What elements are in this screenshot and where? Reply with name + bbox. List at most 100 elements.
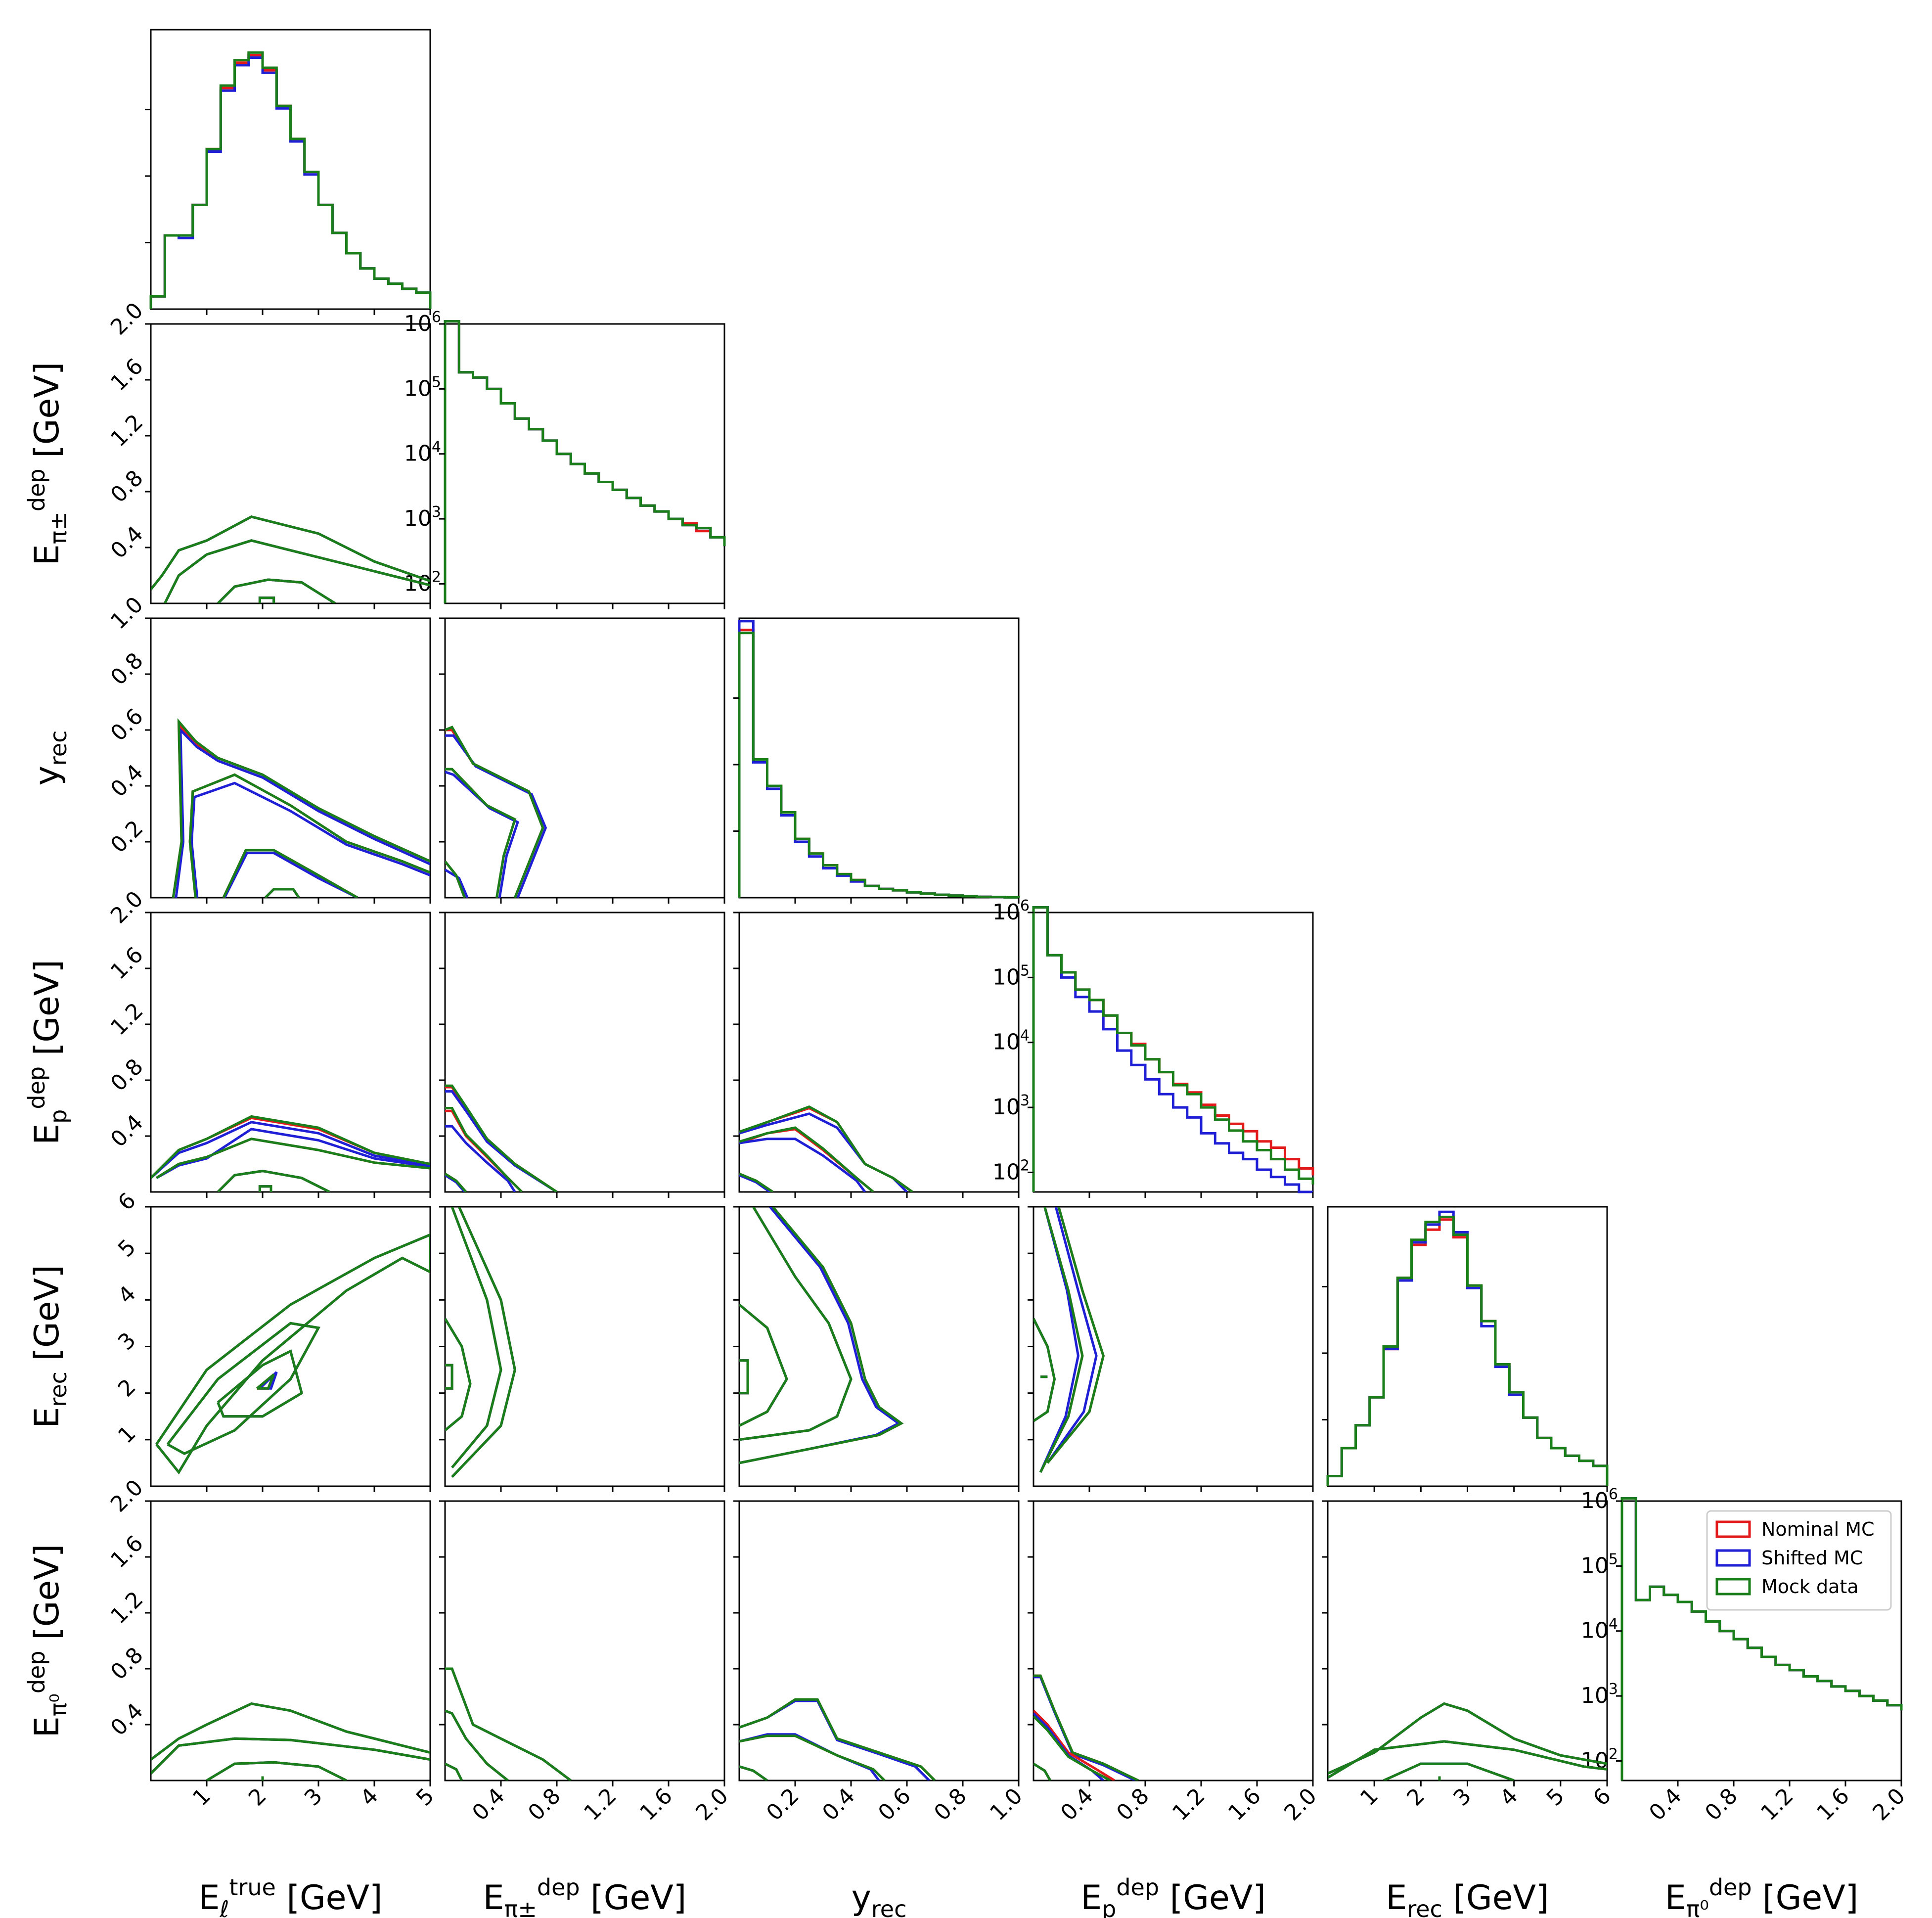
y-tick-label: 104: [404, 439, 441, 466]
x-tick-label: 0.2: [762, 1783, 804, 1826]
x-tick-label: 1.6: [1223, 1783, 1266, 1826]
contour-mock-level-2: [739, 1765, 768, 1781]
x-tick-label: 0.4: [817, 1783, 860, 1826]
contour-mock-level-3: [258, 596, 275, 603]
contour-panel-Epi-El: [145, 323, 431, 609]
y-tick-label: 106: [992, 897, 1030, 925]
x-tick-label: 2: [244, 1783, 271, 1811]
x-tick-label: 0.6: [873, 1783, 916, 1826]
y-tick-label: 2.0: [106, 298, 148, 340]
hist-panel-Erec: [1322, 1206, 1609, 1492]
y-tick-label: 0.8: [106, 648, 148, 690]
hist-nominal-y: [738, 629, 1020, 899]
x-tick-label: 6: [1588, 1783, 1616, 1811]
panel-frame: [1327, 1500, 1608, 1781]
y-tick-label: 4: [113, 1281, 141, 1309]
hist-mock-Epi0: [1620, 1497, 1903, 1781]
legend-label-nominal: Nominal MC: [1761, 1518, 1875, 1540]
contour-shifted-level-1: [156, 1128, 430, 1179]
x-tick-label: 2.0: [691, 1783, 733, 1826]
x-tick-label: 2.0: [1279, 1783, 1322, 1826]
contour-mock-level-1: [445, 768, 517, 898]
x-tick-label: 2.0: [1868, 1783, 1910, 1826]
contour-nominal-level-1: [1033, 1710, 1116, 1781]
contour-panel-Epi0-El: [145, 1500, 431, 1786]
legend: Nominal MC Shifted MC Mock data: [1706, 1510, 1892, 1611]
contour-shifted-level-2: [206, 1761, 347, 1781]
contour-shifted-level-0: [445, 1090, 558, 1192]
contour-mock-level-0: [739, 1105, 913, 1192]
contour-panel-Erec-y: [733, 1206, 1020, 1492]
contour-panel-Epi0-Ep: [1028, 1500, 1314, 1786]
contour-mock-level-0: [445, 726, 544, 898]
contour-nominal-level-1: [164, 539, 430, 603]
contour-nominal-level-0: [451, 1207, 516, 1478]
contour-shifted-level-0: [155, 1233, 430, 1475]
y-tick-label: 0.8: [106, 1643, 148, 1685]
contour-shifted-level-2: [739, 1174, 771, 1192]
contour-nominal-level-0: [155, 1233, 430, 1475]
hist-mock-El: [149, 51, 432, 309]
panel-frame: [738, 1206, 1020, 1487]
y-tick-label: 104: [1581, 1616, 1618, 1644]
panel-frame: [444, 912, 725, 1193]
contour-shifted-level-1: [445, 1709, 509, 1781]
x-tick-label: 0.8: [1112, 1783, 1154, 1826]
contour-shifted-level-2: [445, 1174, 466, 1192]
contour-panel-y-Epi: [439, 617, 725, 904]
x-axis-label-El: Eℓtrue [GeV]: [198, 1874, 382, 1918]
contour-mock-level-1: [164, 539, 430, 603]
contour-mock-level-1: [151, 1737, 430, 1775]
legend-label-shifted: Shifted MC: [1761, 1547, 1863, 1569]
contour-mock-level-3: [256, 1373, 275, 1390]
x-axis-label-Ep: Epdep [GeV]: [1080, 1874, 1266, 1918]
contour-shifted-level-0: [1046, 1207, 1098, 1464]
y-tick-label: 102: [992, 1157, 1030, 1185]
y-tick-label: 5: [113, 1234, 141, 1262]
contour-mock-level-0: [151, 1115, 430, 1179]
contour-panel-Ep-y: [733, 912, 1020, 1198]
contour-nominal-level-1: [445, 1709, 509, 1781]
y-tick-label: 106: [404, 309, 441, 336]
contour-shifted-level-0: [739, 1112, 908, 1192]
contour-mock-level-2: [217, 578, 336, 603]
x-tick-label: 1: [1355, 1783, 1383, 1811]
hist-nominal-El: [149, 53, 432, 309]
hist-mock-Epi: [444, 320, 726, 603]
y-tick-label: 103: [404, 503, 441, 531]
x-tick-label: 4: [1495, 1783, 1523, 1811]
x-tick-label: 1.2: [1756, 1783, 1798, 1826]
panel-frame: [1033, 1500, 1314, 1781]
hist-panel-y: [733, 617, 1020, 904]
y-tick-label: 1.2: [106, 1587, 148, 1629]
x-tick-label: 1.6: [635, 1783, 677, 1826]
contour-nominal-level-0: [445, 1667, 572, 1781]
contour-mock-level-2: [739, 1303, 788, 1427]
y-tick-label: 1: [113, 1421, 141, 1449]
contour-shifted-level-1: [164, 539, 430, 603]
y-tick-label: 3: [113, 1327, 141, 1355]
contour-panel-Epi0-Epi: [439, 1500, 725, 1786]
contour-shifted-level-2: [223, 852, 359, 898]
contour-mock-level-1: [1328, 1740, 1607, 1779]
y-tick-label: 0.2: [106, 816, 148, 858]
contour-mock-level-2: [222, 849, 359, 898]
y-axis-label-Epi0: Eπ⁰dep [GeV]: [23, 1544, 72, 1738]
contour-mock-level-2: [445, 1762, 463, 1781]
contour-mock-level-2: [217, 1170, 330, 1192]
panel-frame: [444, 1206, 725, 1487]
x-tick-label: 0.4: [1644, 1783, 1687, 1826]
y-tick-label: 1.6: [106, 1531, 148, 1573]
contour-mock-level-3: [258, 1185, 272, 1192]
contour-mock-level-2: [1033, 1318, 1056, 1422]
y-axis-label-Erec: Erec [GeV]: [28, 1265, 72, 1428]
y-tick-label: 103: [992, 1092, 1030, 1120]
y-tick-label: 104: [992, 1027, 1030, 1055]
hist-shifted-El: [149, 56, 432, 309]
y-tick-label: 2.0: [106, 1475, 148, 1517]
contour-shifted-level-0: [445, 734, 547, 898]
contour-mock-level-1: [445, 1709, 509, 1781]
x-axis-label-Epi0: Eπ⁰dep [GeV]: [1665, 1874, 1859, 1918]
contour-mock-level-0: [1328, 1702, 1607, 1775]
